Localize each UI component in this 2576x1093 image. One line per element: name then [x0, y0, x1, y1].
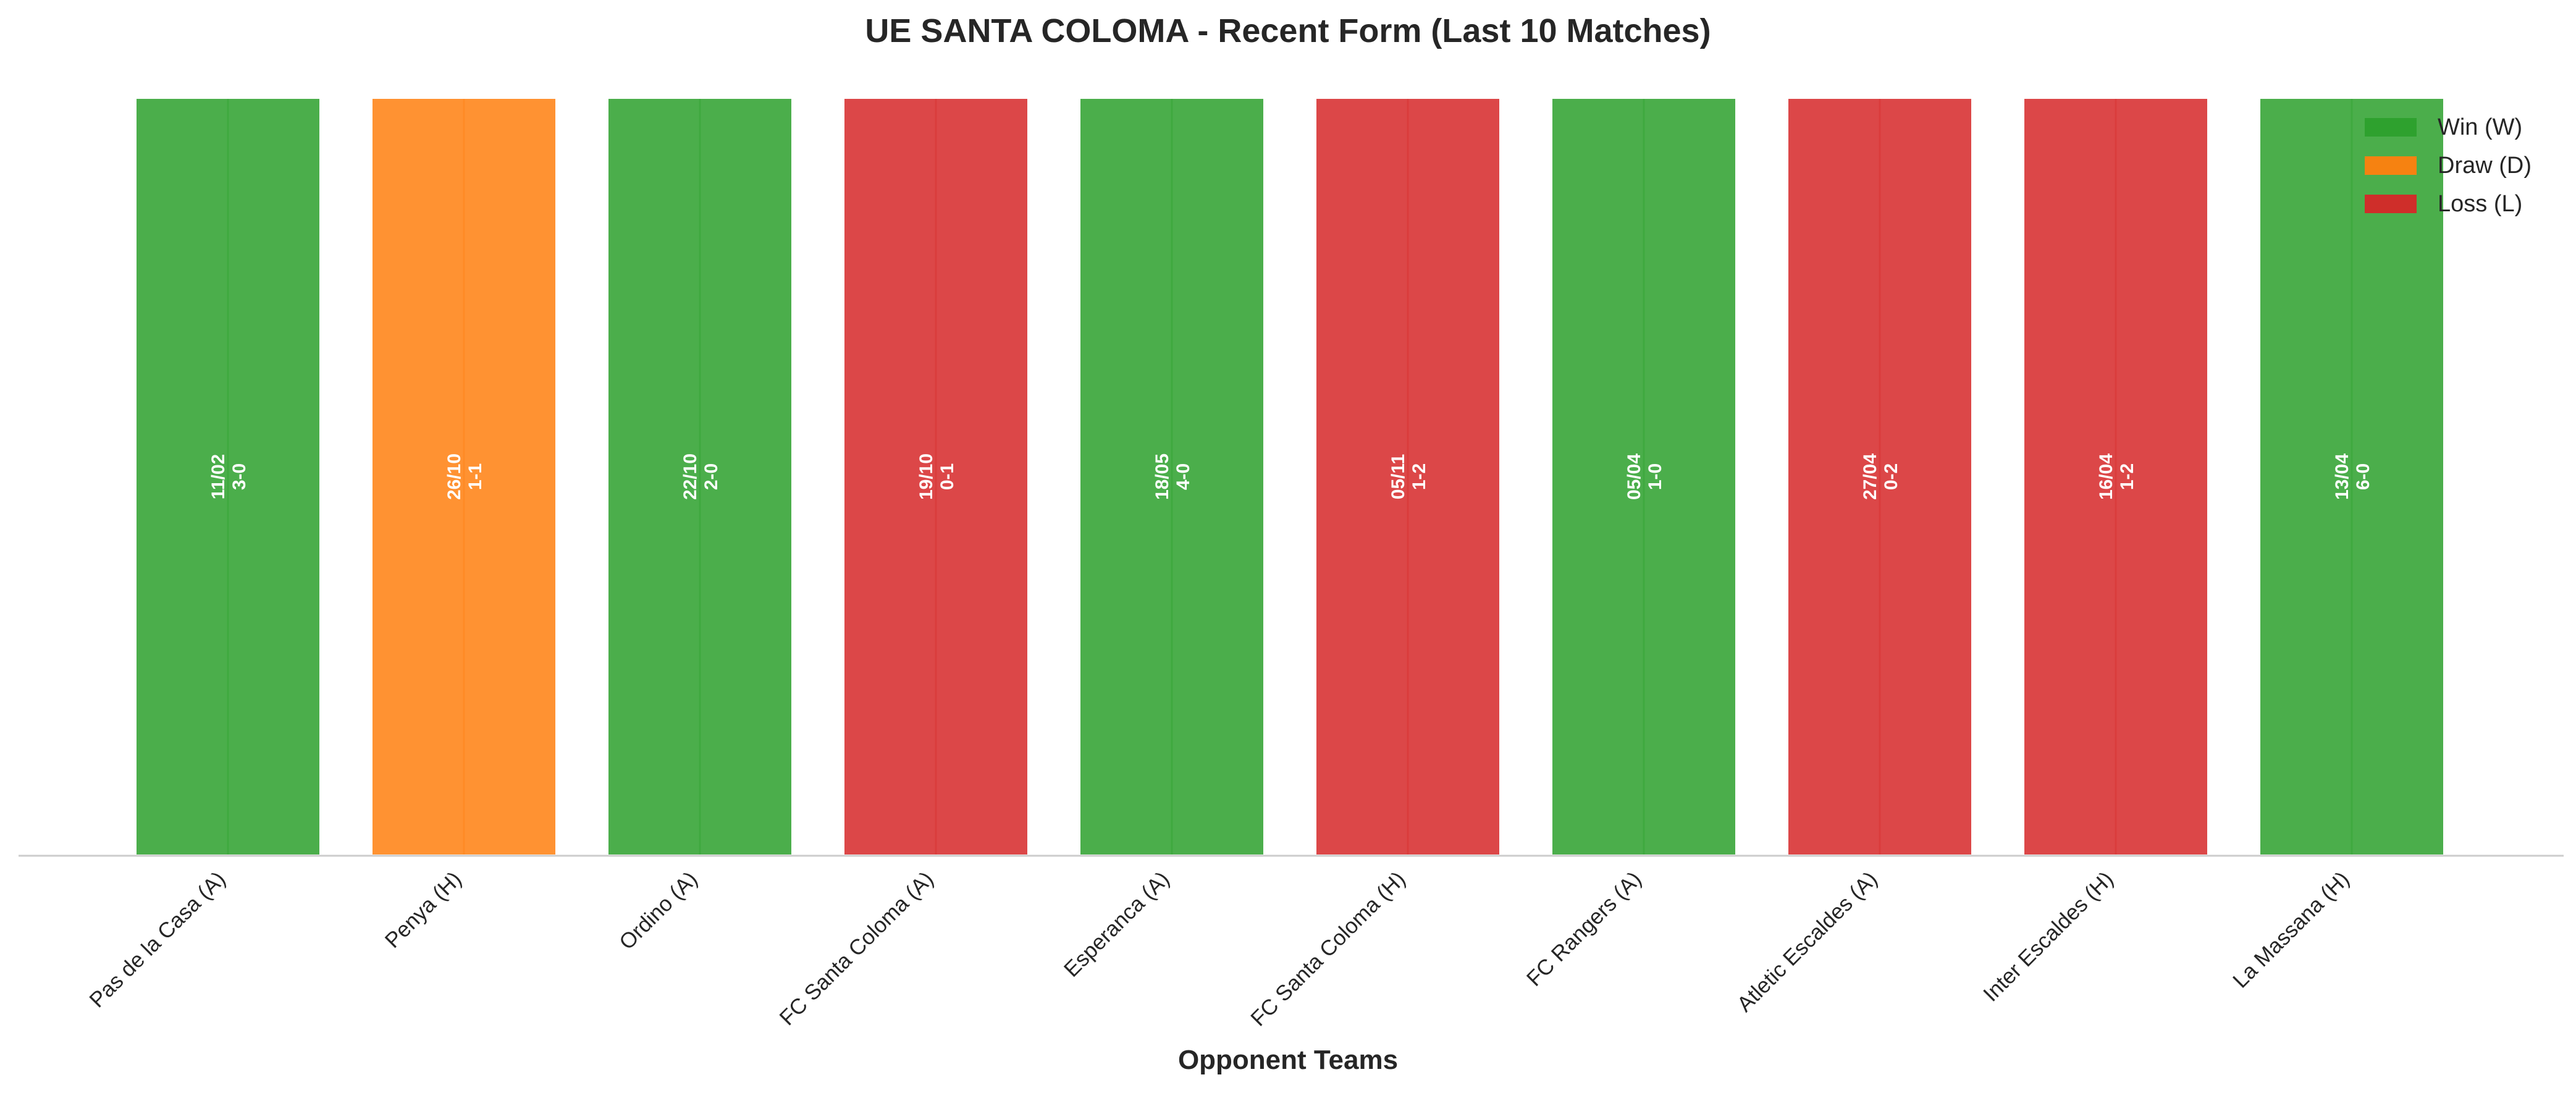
bar-label-score: 1-2 [1409, 463, 1429, 490]
bar-label-date: 16/04 [2096, 454, 2116, 500]
legend-label-d: Draw (D) [2438, 153, 2532, 179]
x-tick-label-6: FC Santa Coloma (H) [1246, 867, 1410, 1031]
bar-7 [1550, 96, 1738, 857]
legend-label-w: Win (W) [2438, 114, 2522, 140]
x-tick-label-1: Pas de la Casa (A) [85, 867, 230, 1012]
bar-label-date: 27/04 [1860, 454, 1880, 500]
bar-label-7: 05/041-0 [1624, 454, 1665, 500]
bar-label-date: 13/04 [2332, 454, 2352, 500]
bar-label-date: 05/04 [1624, 454, 1644, 500]
bar-label-date: 19/10 [916, 454, 937, 500]
bar-label-date: 05/11 [1388, 454, 1408, 499]
bar-10 [2258, 96, 2446, 857]
bar-label-score: 1-2 [2117, 463, 2137, 490]
x-tick-label-4: FC Santa Coloma (A) [775, 867, 938, 1030]
x-tick-labels: Pas de la Casa (A) Penya (H) Ordino (A) FC … [85, 867, 2354, 1031]
bar-label-date: 22/10 [680, 454, 701, 500]
x-tick-label-5: Esperanca (A) [1059, 867, 1174, 982]
bar-label-date: 18/05 [1152, 454, 1172, 500]
x-tick-label-10: La Massana (H) [2228, 867, 2354, 993]
bar-label-4: 19/100-1 [916, 454, 958, 500]
bar-label-score: 2-0 [701, 463, 722, 490]
x-tick-label-9: Inter Escaldes (H) [1979, 867, 2118, 1006]
bar-label-score: 0-2 [1881, 463, 1901, 490]
bar-label-score: 6-0 [2353, 463, 2373, 490]
bar-label-date: 11/02 [208, 454, 229, 499]
bars-layer: 11/023-0 26/101-1 22/102-0 19/100-1 18/054-0… [134, 96, 2446, 857]
bar-2 [370, 96, 558, 857]
bar-label-1: 11/023-0 [208, 454, 250, 499]
bar-label-10: 13/046-0 [2332, 454, 2373, 500]
bar-5 [1078, 96, 1266, 857]
bar-label-score: 4-0 [1173, 463, 1193, 490]
bar-label-score: 3-0 [229, 463, 250, 490]
legend-swatch-l [2365, 195, 2417, 213]
bar-label-3: 22/102-0 [680, 454, 722, 500]
bar-label-9: 16/041-2 [2096, 454, 2137, 500]
bar-label-8: 27/040-2 [1860, 454, 1901, 500]
bar-label-5: 18/054-0 [1152, 454, 1193, 500]
bar-4 [842, 96, 1030, 857]
chart-title: UE SANTA COLOMA - Recent Form (Last 10 M… [865, 12, 1711, 49]
bar-label-score: 1-1 [465, 463, 486, 490]
legend-swatch-w [2365, 118, 2417, 137]
x-tick-label-2: Penya (H) [381, 867, 466, 953]
bar-label-2: 26/101-1 [444, 454, 486, 500]
bar-6 [1314, 96, 1502, 857]
bar-label-6: 05/111-2 [1388, 454, 1429, 499]
legend-swatch-d [2365, 156, 2417, 175]
x-tick-label-8: Atletic Escaldes (A) [1733, 867, 1882, 1016]
legend: Win (W) Draw (D) Loss (L) [2365, 114, 2532, 217]
bar-3 [606, 96, 794, 857]
bar-label-score: 0-1 [937, 463, 958, 490]
legend-label-l: Loss (L) [2438, 191, 2522, 217]
x-tick-label-3: Ordino (A) [615, 867, 702, 955]
bar-1 [134, 96, 322, 857]
x-tick-label-7: FC Rangers (A) [1522, 867, 1646, 991]
bar-label-date: 26/10 [444, 454, 465, 500]
bar-label-score: 1-0 [1645, 463, 1665, 490]
x-axis-label: Opponent Teams [1178, 1045, 1398, 1075]
